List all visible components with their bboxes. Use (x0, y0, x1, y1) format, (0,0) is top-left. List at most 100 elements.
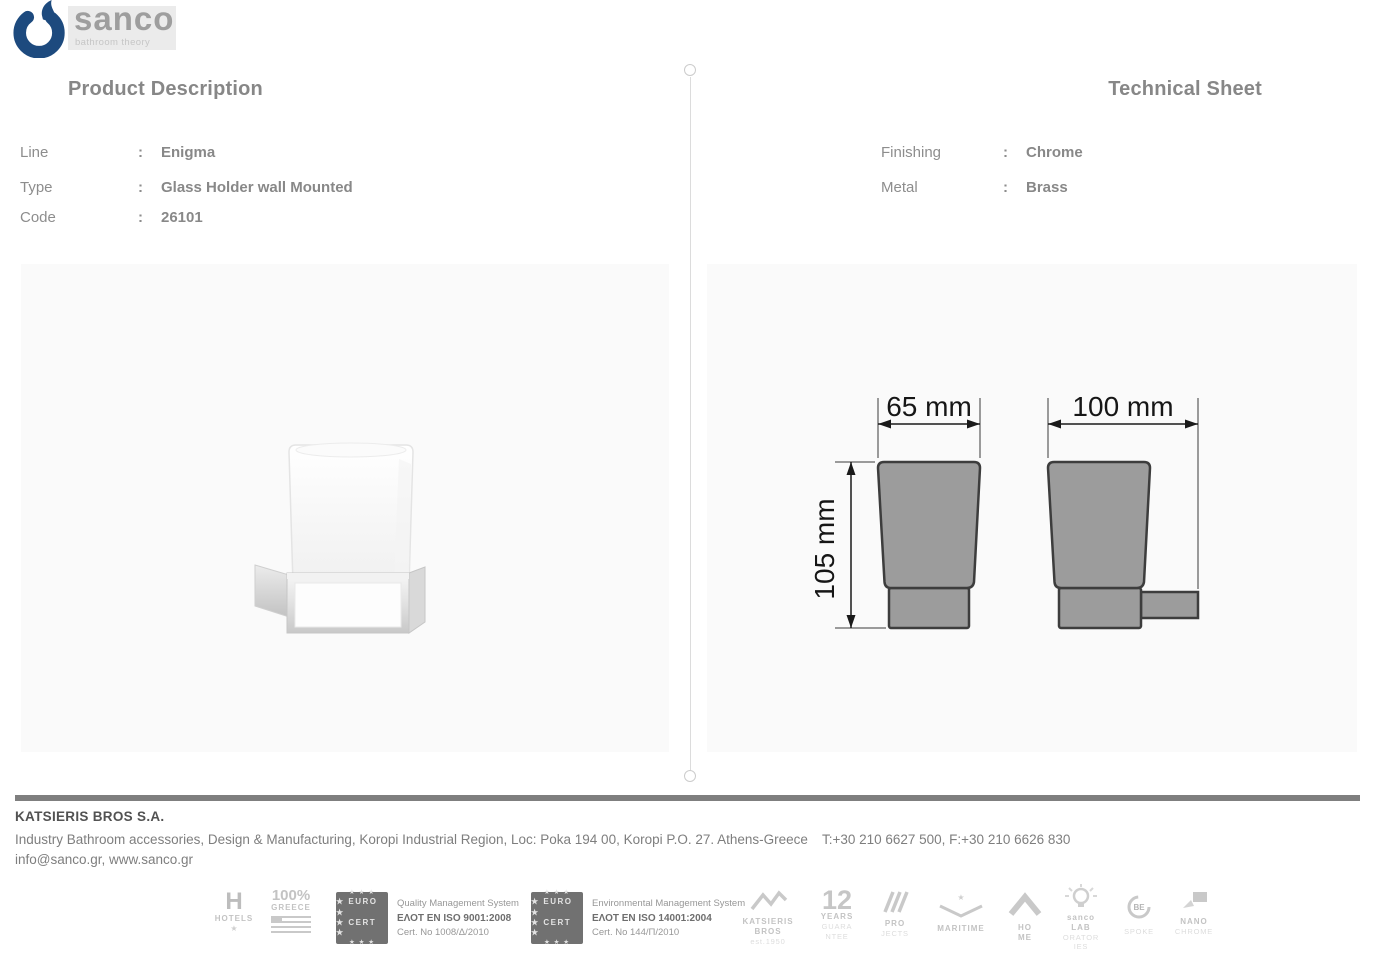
home-chevron-icon (1008, 892, 1042, 916)
cert-stars: ★ ★ ★ (543, 888, 571, 896)
field-colon: : (1003, 179, 1008, 196)
field-label: Finishing (881, 144, 942, 161)
field-value: Glass Holder wall Mounted (161, 179, 353, 196)
sanco-lab-line4: IES (1073, 941, 1089, 951)
cert-title: Quality Management System (397, 898, 519, 909)
bespoke-badge: BE SPOKE (1116, 892, 1162, 936)
technical-sheet-title: Technical Sheet (1108, 78, 1262, 100)
bespoke-line2: SPOKE (1124, 927, 1154, 936)
eurocert-badge-icon: ★ ★ ★ ★ EURO ★ ★ CERT ★ ★ ★ ★ (531, 888, 583, 946)
bespoke-circle-icon: BE (1127, 895, 1151, 919)
field-metal: Metal : Brass (881, 179, 1068, 196)
footer-address: Industry Bathroom accessories, Design & … (15, 832, 1070, 847)
field-label: Metal (881, 179, 918, 196)
nano-chrome-line1: NANO (1180, 917, 1208, 926)
cert-number: Cert. No 144/Π/2010 (592, 927, 680, 939)
nano-chrome-line2: CHROME (1174, 927, 1214, 936)
hotels-h-icon: H (225, 888, 243, 915)
sanco-drop-icon (13, 0, 65, 58)
center-divider (690, 77, 691, 775)
field-value: Enigma (161, 144, 216, 161)
field-colon: : (138, 144, 143, 161)
eurocert-quality-badge: ★ ★ ★ ★ EURO ★ ★ CERT ★ ★ ★ ★ Quality Ma… (336, 888, 519, 946)
product-image-panel (21, 264, 669, 752)
katsieris-line1: KATSIERIS (742, 917, 794, 926)
hotels-badge: H HOTELS ★ (205, 890, 263, 934)
brand-name: sanco (74, 0, 175, 37)
eurocert-environment-text: Environmental Management System ΕΛΟΤ EN … (592, 892, 745, 941)
greece-percent: 100% (271, 887, 311, 904)
cert-euro: ★ EURO ★ (531, 897, 573, 917)
katsieris-line2: BROS (754, 927, 782, 936)
eurocert-quality-text: Quality Management System ΕΛΟΤ EN ISO 90… (397, 892, 519, 941)
greece-badge: 100% GREECE (266, 888, 316, 933)
wings-icon (939, 904, 983, 918)
field-label: Type (20, 179, 53, 196)
projects-line2: JECTS (881, 929, 909, 938)
technical-drawing: 65 mm 105 mm 100 mm (809, 391, 1200, 630)
12-years-icon: 12 (821, 885, 853, 915)
sanco-lab-badge: sanco LAB ORATOR IES (1057, 882, 1105, 951)
field-value: Brass (1026, 179, 1068, 196)
cert-stars: ★ ★ ★ (348, 888, 376, 896)
sanco-lab-line1: sanco (1066, 913, 1096, 922)
greece-label: GREECE (271, 903, 311, 912)
field-value: Chrome (1026, 144, 1083, 161)
guarantee-line3: NTEE (825, 931, 849, 941)
cert-euro: ★ EURO ★ (336, 897, 378, 917)
field-label: Code (20, 209, 56, 226)
field-colon: : (138, 179, 143, 196)
star-icon: ★ (230, 924, 238, 933)
logo-wordmark: sanco bathroom theory (68, 0, 176, 50)
maritime-label: MARITIME (937, 923, 985, 933)
slashes-icon (883, 891, 909, 913)
cert-standard: ΕΛΟΤ EN ISO 14001:2004 (592, 913, 712, 925)
product-photo-glass-holder (254, 442, 426, 634)
eurocert-badge-icon: ★ ★ ★ ★ EURO ★ ★ CERT ★ ★ ★ ★ (336, 888, 388, 946)
divider-dot-top (684, 64, 696, 76)
maritime-badge: ★ MARITIME (930, 893, 992, 934)
cert-cert: ★ CERT ★ (336, 918, 377, 938)
cert-title: Environmental Management System (592, 898, 746, 909)
home-line2: ME (1018, 933, 1032, 942)
guarantee-line2: GUARA (821, 922, 853, 932)
brand-tagline: bathroom theory (75, 37, 151, 48)
field-code: Code : 26101 (20, 209, 203, 226)
nano-chrome-badge: NANO CHROME (1168, 890, 1220, 936)
home-badge: HO ME (1002, 890, 1048, 943)
cert-cert: ★ CERT ★ (531, 918, 572, 938)
divider-dot-bottom (684, 770, 696, 782)
field-colon: : (1003, 144, 1008, 161)
guarantee-line1: YEARS (820, 912, 854, 922)
footer-contact: info@sanco.gr, www.sanco.gr (15, 852, 194, 867)
cert-stars: ★ ★ ★ (543, 938, 571, 946)
field-line: Line : Enigma (20, 144, 215, 161)
footer-separator-bar (15, 795, 1360, 801)
eurocert-environment-badge: ★ ★ ★ ★ EURO ★ ★ CERT ★ ★ ★ ★ Environmen… (531, 888, 745, 946)
footer-phones: T:+30 210 6627 500, F:+30 210 6626 830 (821, 832, 1071, 847)
dimension-width-front: 65 mm (886, 391, 972, 422)
katsieris-line3: est.1950 (750, 937, 786, 946)
bespoke-line1: BE (1133, 903, 1145, 912)
sanco-lab-line3: ORATOR (1062, 932, 1100, 942)
cert-standard: ΕΛΟΤ EN ISO 9001:2008 (397, 913, 512, 925)
field-finishing: Finishing : Chrome (881, 144, 1083, 161)
star-icon: ★ (957, 893, 965, 902)
sanco-lab-line2: LAB (1071, 922, 1091, 932)
field-type: Type : Glass Holder wall Mounted (20, 179, 353, 196)
footer-company-name: KATSIERIS BROS S.A. (15, 809, 165, 824)
projects-line1: PRO (884, 919, 906, 928)
katsieris-badge: KATSIERIS BROS est.1950 (738, 888, 798, 946)
field-label: Line (20, 144, 49, 161)
technical-drawing-panel: 65 mm 105 mm 100 mm (707, 264, 1357, 752)
field-value: 26101 (161, 209, 203, 226)
greece-flag-icon (271, 916, 311, 933)
footer-address-text: Industry Bathroom accessories, Design & … (15, 832, 808, 847)
nano-chrome-icon (1183, 892, 1207, 908)
field-colon: : (138, 209, 143, 226)
projects-badge: PRO JECTS (873, 890, 917, 938)
product-description-title: Product Description (68, 78, 263, 100)
dimension-height: 105 mm (809, 498, 840, 599)
cert-number: Cert. No 1008/Δ/2010 (397, 927, 489, 939)
